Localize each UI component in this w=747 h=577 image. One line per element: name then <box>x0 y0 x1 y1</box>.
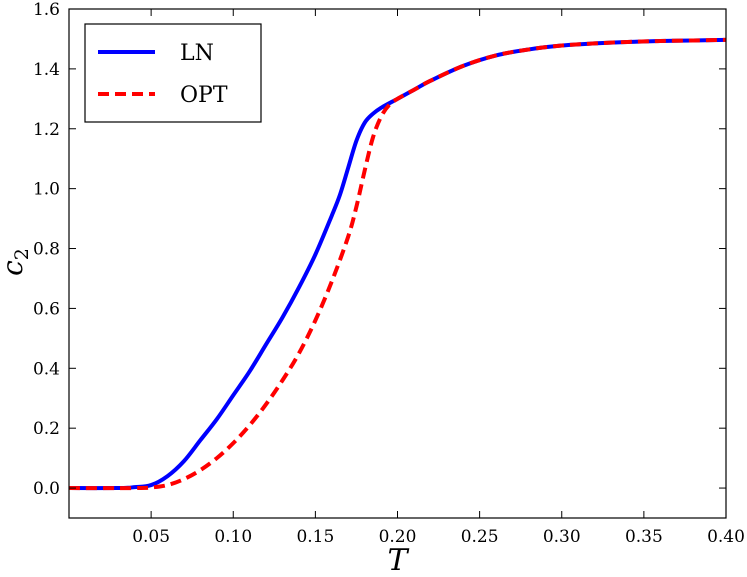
y-tick-label: 0.8 <box>33 240 60 260</box>
series-line-ln <box>69 37 726 491</box>
y-tick-label: 0.0 <box>33 479 60 499</box>
y-tick-label: 1.2 <box>33 120 60 140</box>
legend-label-opt: OPT <box>180 83 228 108</box>
x-tick-label: 0.25 <box>461 527 499 547</box>
x-tick-label: 0.05 <box>132 527 170 547</box>
series-line-opt <box>69 37 726 491</box>
x-tick-label: 0.20 <box>379 527 417 547</box>
legend-label-ln: LN <box>180 41 214 66</box>
x-tick-label: 0.10 <box>214 527 252 547</box>
legend-box <box>84 23 262 123</box>
y-axis-label-subscript: 2 <box>11 248 33 260</box>
y-tick-label: 1.4 <box>33 60 60 80</box>
y-tick-label: 0.2 <box>33 419 60 439</box>
x-axis-label: T <box>387 543 409 577</box>
x-tick-label: 0.35 <box>625 527 663 547</box>
x-tick-label: 0.40 <box>707 527 745 547</box>
x-tick-label: 0.15 <box>296 527 334 547</box>
x-tick-label: 0.30 <box>543 527 581 547</box>
y-tick-label: 0.4 <box>33 359 60 379</box>
y-axis-label-main: c <box>0 260 29 276</box>
y-tick-label: 0.6 <box>33 299 60 319</box>
y-tick-label: 1.6 <box>33 0 60 20</box>
y-tick-label: 1.0 <box>33 180 60 200</box>
y-axis-label: c2 <box>0 248 33 276</box>
